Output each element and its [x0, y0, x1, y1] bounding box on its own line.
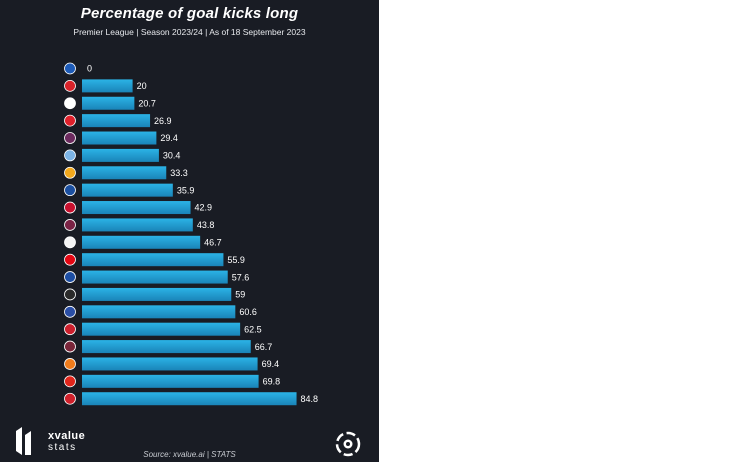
badge-arsenal-icon [64, 114, 76, 127]
value-label-arsenal: 26.9 [154, 116, 172, 126]
value-label-bournemouth: 62.5 [244, 324, 262, 334]
brand-name: xvalue [48, 430, 86, 442]
value-label-chelsea: 35.9 [177, 185, 195, 195]
league-logo-icon [335, 431, 361, 457]
badge-fulham-icon [64, 236, 76, 249]
xvalue-logo-icon [16, 427, 31, 455]
badge-luton-town-icon [64, 358, 76, 370]
value-label-brentford: 55.9 [227, 255, 245, 265]
value-label-luton-town: 69.4 [262, 359, 280, 369]
bar-tottenham [82, 96, 135, 110]
value-label-sheffield-united: 69.8 [263, 377, 281, 387]
chart-subtitle: Premier League | Season 2023/24 | As of … [73, 27, 306, 37]
value-label-nottingham-forest: 84.8 [301, 394, 319, 404]
value-label-crystal-palace: 57.6 [232, 272, 250, 282]
bar-bournemouth [82, 322, 241, 336]
bar-luton-town [82, 357, 258, 371]
bar-brentford [82, 253, 224, 267]
bar-sheffield-united [82, 374, 259, 388]
value-label-west-ham: 66.7 [255, 342, 273, 352]
bar-crystal-palace [82, 270, 228, 284]
bar-chelsea [82, 183, 173, 197]
bar-manchester-city [82, 148, 159, 162]
value-label-manchester-city: 30.4 [163, 151, 181, 161]
bar-wolves [82, 166, 167, 180]
source-note: Source: xvalue.ai | STATS [143, 450, 236, 459]
bar-everton [82, 305, 236, 319]
badge-bournemouth-icon [64, 323, 76, 336]
bar-west-ham [82, 340, 251, 354]
badge-brentford-icon [64, 253, 76, 266]
bar-aston-villa [82, 131, 157, 145]
badge-manchester-city-icon [64, 149, 76, 162]
badge-crystal-palace-icon [64, 271, 76, 283]
badge-newcastle-icon [64, 288, 76, 301]
value-label-wolves: 33.3 [170, 168, 188, 178]
badge-brighton-icon [64, 62, 76, 75]
badge-liverpool-icon [64, 201, 76, 214]
value-label-burnley: 43.8 [197, 220, 215, 230]
badge-aston-villa-icon [64, 132, 76, 144]
value-label-manchester-united: 20 [137, 81, 147, 91]
value-label-brighton: 0 [87, 64, 92, 74]
chart-card: Percentage of goal kicks long Premier Le… [0, 0, 379, 462]
badge-wolves-icon [64, 166, 76, 179]
value-label-everton: 60.6 [239, 307, 257, 317]
badge-nottingham-forest-icon [64, 392, 76, 405]
value-label-fulham: 46.7 [204, 238, 222, 248]
brand-subtitle: stats [48, 442, 77, 453]
bar-liverpool [82, 201, 191, 215]
badge-sheffield-united-icon [64, 375, 76, 388]
badge-chelsea-icon [64, 184, 76, 197]
bar-nottingham-forest [82, 392, 297, 406]
chart-title: Percentage of goal kicks long [80, 5, 299, 22]
badge-tottenham-icon [64, 97, 76, 110]
bar-newcastle [82, 287, 232, 301]
value-label-newcastle: 59 [235, 290, 245, 300]
badge-west-ham-icon [64, 340, 76, 353]
value-label-tottenham: 20.7 [138, 98, 156, 108]
bar-manchester-united [82, 79, 133, 93]
value-label-liverpool: 42.9 [195, 203, 213, 213]
bar-burnley [82, 218, 193, 232]
badge-everton-icon [64, 305, 76, 318]
value-label-aston-villa: 29.4 [160, 133, 178, 143]
badge-manchester-united-icon [64, 79, 76, 92]
bar-fulham [82, 235, 201, 249]
bar-chart: 0 20 20.7 26.9 29.4 30.4 33.3 35.942.9 43.8 46.7 5… [64, 62, 319, 406]
bar-arsenal [82, 114, 151, 128]
badge-burnley-icon [64, 219, 76, 231]
